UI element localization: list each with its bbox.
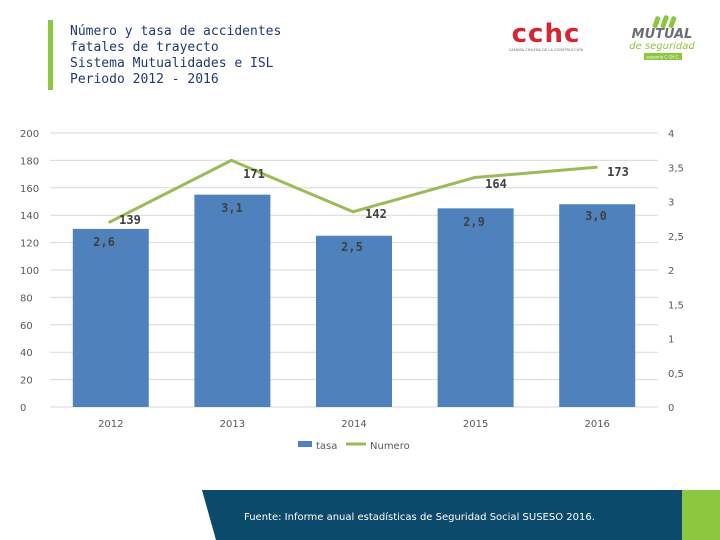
y-left-tick-label: 60 — [20, 321, 33, 332]
cchc-logo-text: cchc — [512, 20, 581, 49]
bar-2016 — [559, 204, 636, 407]
numero-point-2015 — [473, 176, 477, 180]
title-line-4: Periodo 2012 - 2016 — [70, 72, 219, 87]
numero-data-label: 164 — [485, 177, 507, 191]
y-left-tick-label: 80 — [20, 293, 33, 304]
y-right-tick-label: 2,5 — [668, 232, 684, 243]
y-right-tick-label: 0 — [668, 403, 674, 414]
mutual-logo: MUTUAL de seguridad asesoría C.CH.C. — [629, 15, 695, 60]
y-left-tick-label: 20 — [20, 376, 33, 387]
numero-point-2013 — [229, 158, 233, 162]
y-right-tick-label: 3 — [668, 198, 674, 209]
mutual-logo-sub: de seguridad — [629, 41, 695, 52]
y-left-tick-label: 140 — [20, 211, 39, 222]
y-left-tick-label: 0 — [20, 403, 26, 414]
numero-point-2014 — [351, 210, 355, 214]
y-left-tick-label: 100 — [20, 266, 39, 277]
y-left-tick-label: 120 — [20, 239, 39, 250]
y-right-tick-label: 1 — [668, 335, 674, 346]
accidents-chart: 0 20 40 60 80 100 120 140 160 180 200 0 0,5 1 1,5 2 2,5 3… — [20, 129, 684, 452]
mutual-logo-tag-bg — [644, 53, 682, 60]
numero-data-label: 171 — [243, 167, 265, 181]
title-line-3: Sistema Mutualidades e ISL — [70, 56, 274, 71]
x-tick-label: 2014 — [341, 419, 366, 430]
tasa-data-label: 2,5 — [341, 240, 363, 254]
footer-source-text: Fuente: Informe anual estadísticas de Se… — [244, 512, 595, 523]
legend-tasa-swatch — [298, 441, 312, 447]
numero-data-label: 173 — [607, 165, 629, 179]
y-left-tick-label: 180 — [20, 156, 39, 167]
mutual-leaf-icon — [652, 15, 677, 29]
cchc-logo: cchc CÁMARA CHILENA DE LA CONSTRUCCIÓN — [509, 20, 584, 52]
numero-data-label: 139 — [119, 213, 141, 227]
tasa-data-label: 3,1 — [221, 201, 243, 215]
y-left-tick-label: 200 — [20, 129, 39, 140]
tasa-data-label: 3,0 — [585, 209, 607, 223]
title-line-1: Número y tasa de accidentes — [70, 24, 282, 39]
numero-data-label: 142 — [365, 207, 387, 221]
title-line-2: fatales de trayecto — [70, 40, 219, 55]
bar-2014 — [316, 235, 392, 407]
title-accent-bar — [48, 20, 53, 90]
tasa-data-label: 2,6 — [93, 235, 115, 249]
numero-point-2012 — [108, 220, 112, 224]
y-right-tick-label: 3,5 — [668, 163, 684, 174]
bar-2013 — [194, 194, 271, 407]
cchc-logo-subtitle: CÁMARA CHILENA DE LA CONSTRUCCIÓN — [509, 47, 584, 52]
y-right-tick-label: 1,5 — [668, 300, 684, 311]
y-right-tick-label: 2 — [668, 266, 674, 277]
bar-2015 — [437, 208, 514, 407]
x-tick-label: 2015 — [463, 419, 488, 430]
footer-corner-accent — [682, 490, 720, 540]
x-tick-label: 2016 — [584, 419, 609, 430]
y-left-tick-label: 40 — [20, 348, 33, 359]
tasa-data-label: 2,9 — [463, 215, 485, 229]
mutual-logo-tag: asesoría C.CH.C. — [646, 55, 679, 60]
chart-title: Número y tasa de accidentes fatales de t… — [70, 24, 370, 88]
mutual-logo-name: MUTUAL — [632, 27, 693, 42]
bar-2012 — [72, 228, 149, 407]
footer-banner — [202, 490, 720, 540]
y-right-tick-label: 4 — [668, 129, 674, 140]
legend-numero-label: Numero — [370, 441, 410, 452]
y-left-tick-label: 160 — [20, 184, 39, 195]
numero-point-2016 — [594, 165, 598, 169]
x-tick-label: 2012 — [98, 419, 123, 430]
legend-tasa-label: tasa — [316, 441, 337, 452]
x-tick-label: 2013 — [220, 419, 245, 430]
y-right-tick-label: 0,5 — [668, 369, 684, 380]
